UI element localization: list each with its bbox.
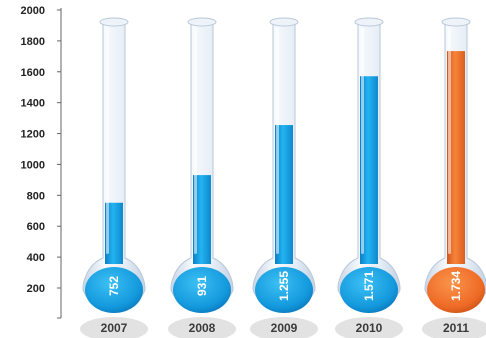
liquid-column <box>447 51 465 265</box>
y-tick-label: 600 <box>27 221 45 233</box>
liquid-bulb <box>85 267 143 313</box>
tube-rim <box>99 17 129 27</box>
category-plate <box>250 317 318 338</box>
y-tick-label: 1600 <box>21 67 45 79</box>
thermometer-2007: 2007 752 <box>80 17 148 338</box>
category-plate <box>335 317 403 338</box>
y-tick-label: 200 <box>27 283 45 295</box>
x-tick-label: 2010 <box>356 321 383 335</box>
liquid-column <box>105 202 123 264</box>
value-label: 752 <box>107 276 121 296</box>
tube-rim <box>187 17 217 27</box>
thermometer-2008: 2008 931 <box>168 17 236 338</box>
x-tick-label: 2011 <box>443 321 469 335</box>
liquid-bulb <box>340 267 398 313</box>
value-label: 931 <box>195 276 209 296</box>
glass-tube <box>170 21 234 310</box>
tube-rim <box>441 17 471 27</box>
tube-rim <box>354 17 384 27</box>
y-tick-label: 2000 <box>21 5 45 17</box>
x-tick-label: 2008 <box>189 321 216 335</box>
y-tick-label: 1000 <box>21 159 45 171</box>
glass-highlight <box>448 28 451 254</box>
thermometer-2009: 2009 1.255 <box>250 17 318 338</box>
y-tick-label: 1400 <box>21 98 45 110</box>
thermometer-2011: 2011 1.734 <box>422 17 486 338</box>
liquid-bulb <box>255 267 313 313</box>
liquid-column <box>193 175 211 264</box>
category-plate <box>80 317 148 338</box>
y-tick-label: 1200 <box>21 129 45 141</box>
y-tick-label: 400 <box>27 252 45 264</box>
category-plate <box>168 317 236 338</box>
category-plate <box>422 317 486 338</box>
tube-rim <box>269 17 299 27</box>
liquid-column <box>275 125 293 264</box>
liquid-column <box>360 76 378 264</box>
glass-highlight <box>194 28 197 254</box>
liquid-bulb <box>427 267 485 313</box>
y-tick-label: 1800 <box>21 36 45 48</box>
y-axis-ticks: 200 400 600 800 1000 1200 1400 1600 1800 2000 <box>21 5 61 319</box>
glass-highlight <box>106 28 109 254</box>
liquid-bulb <box>173 267 231 313</box>
thermometer-2010: 2010 1.571 <box>335 17 403 338</box>
x-tick-label: 2009 <box>271 321 298 335</box>
thermometers: 2007 752 2008 931 2009 1.255 2010 1.571 2011 1.73… <box>80 17 486 338</box>
value-label: 1.571 <box>362 271 376 301</box>
x-tick-label: 2007 <box>101 321 128 335</box>
value-label: 1.734 <box>449 271 463 301</box>
glass-highlight <box>276 28 279 254</box>
value-label: 1.255 <box>277 271 291 301</box>
y-axis: 200 400 600 800 1000 1200 1400 1600 1800 2000 <box>21 5 62 319</box>
glass-tube <box>82 21 146 310</box>
glass-highlight <box>361 28 364 254</box>
y-tick-label: 800 <box>27 190 45 202</box>
